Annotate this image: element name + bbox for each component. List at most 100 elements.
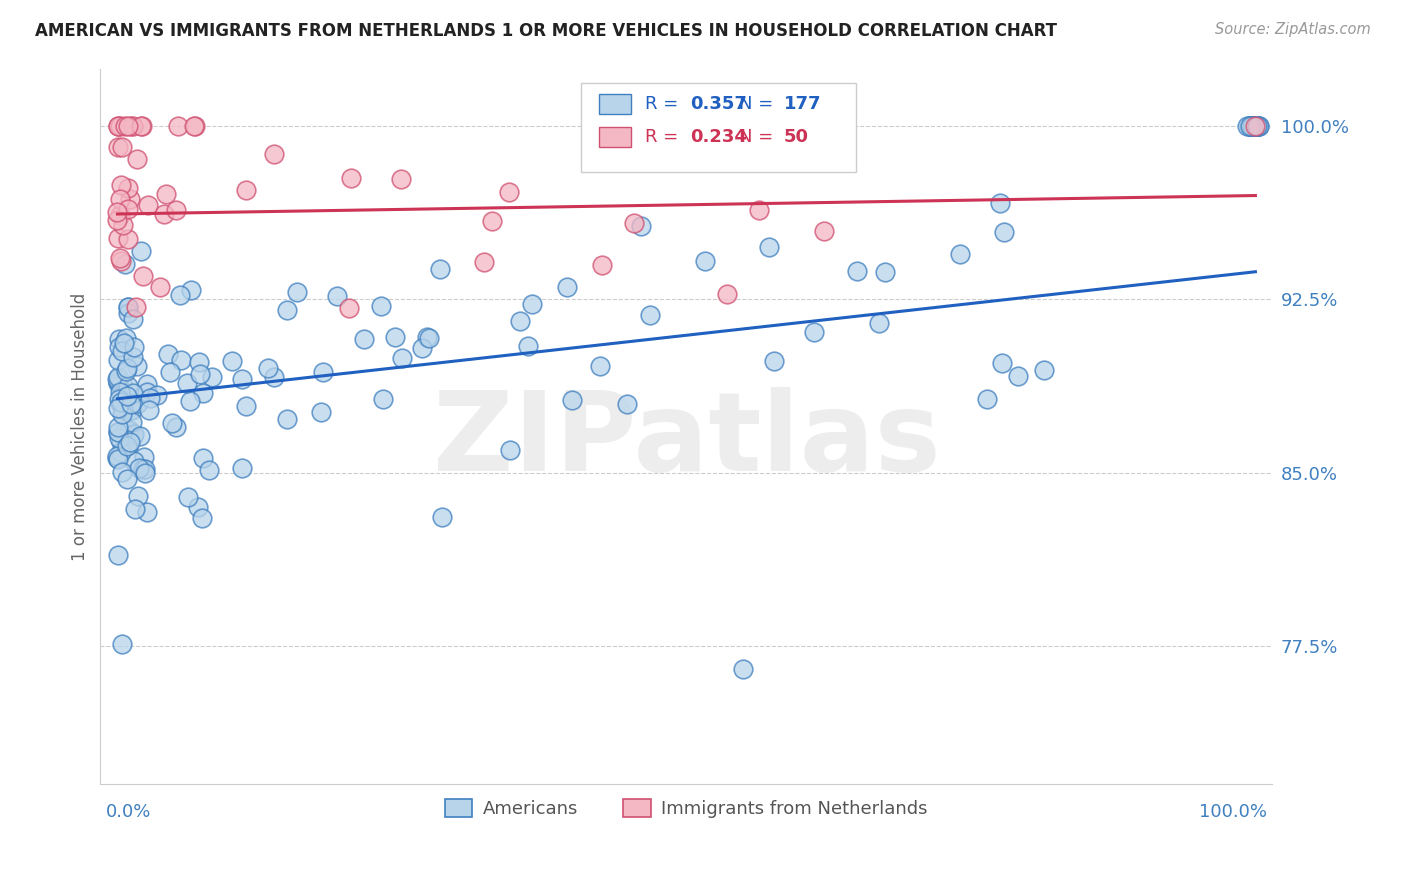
- Point: [1236, 120, 1258, 134]
- Point: [1033, 363, 1056, 377]
- Point: [1243, 120, 1265, 134]
- Point: [121, 311, 143, 326]
- Point: [122, 454, 145, 468]
- Point: [107, 370, 129, 384]
- Point: [231, 461, 253, 475]
- Point: [159, 366, 181, 380]
- Point: [107, 392, 129, 407]
- Point: [733, 662, 755, 676]
- Point: [638, 308, 661, 322]
- Point: [117, 379, 139, 393]
- Point: [110, 385, 132, 400]
- Point: [276, 412, 298, 426]
- Point: [520, 296, 543, 310]
- Point: [111, 401, 134, 416]
- Point: [630, 219, 652, 233]
- Point: [1237, 120, 1260, 134]
- Point: [118, 436, 141, 450]
- Point: [1246, 120, 1268, 134]
- Point: [107, 120, 129, 134]
- Point: [165, 420, 187, 434]
- Point: [429, 261, 451, 276]
- Point: [415, 330, 437, 344]
- Point: [263, 370, 285, 384]
- Point: [131, 244, 153, 258]
- Point: [117, 300, 139, 314]
- Point: [114, 120, 136, 134]
- FancyBboxPatch shape: [581, 83, 856, 172]
- Point: [187, 500, 209, 514]
- Point: [124, 341, 146, 355]
- Point: [1240, 120, 1263, 134]
- Point: [129, 120, 152, 134]
- Point: [1244, 120, 1267, 134]
- Point: [1244, 120, 1267, 134]
- Text: N =: N =: [740, 128, 779, 146]
- Point: [1240, 120, 1263, 134]
- Point: [107, 450, 129, 465]
- Point: [117, 181, 139, 195]
- Text: 0.234: 0.234: [690, 128, 747, 146]
- Point: [509, 314, 531, 328]
- Point: [976, 392, 998, 406]
- Point: [326, 289, 349, 303]
- Point: [111, 407, 134, 421]
- Point: [1239, 120, 1261, 134]
- Point: [1243, 120, 1265, 134]
- Point: [188, 367, 211, 381]
- Point: [115, 439, 138, 453]
- Point: [411, 341, 433, 355]
- Point: [111, 344, 134, 359]
- Point: [1244, 120, 1267, 134]
- Point: [803, 325, 825, 339]
- Point: [846, 264, 869, 278]
- FancyBboxPatch shape: [599, 128, 631, 147]
- Point: [1243, 120, 1265, 134]
- Point: [111, 139, 134, 153]
- Point: [1240, 120, 1263, 134]
- Point: [125, 300, 148, 314]
- Point: [155, 186, 177, 201]
- Point: [1246, 120, 1268, 134]
- Point: [108, 432, 131, 446]
- Point: [138, 402, 160, 417]
- Point: [276, 303, 298, 318]
- Point: [561, 392, 583, 407]
- Point: [111, 218, 134, 232]
- Point: [589, 359, 612, 373]
- Point: [169, 352, 191, 367]
- Point: [1241, 120, 1264, 134]
- Point: [117, 472, 139, 486]
- Point: [120, 120, 142, 134]
- Point: [221, 354, 243, 368]
- Point: [339, 301, 361, 316]
- Point: [763, 354, 786, 368]
- Point: [121, 403, 143, 417]
- Point: [169, 287, 191, 301]
- Point: [1240, 120, 1263, 134]
- Point: [107, 420, 129, 434]
- Point: [107, 140, 129, 154]
- Point: [1241, 120, 1264, 134]
- Point: [180, 283, 202, 297]
- Point: [311, 365, 333, 379]
- Point: [139, 391, 162, 405]
- Point: [177, 490, 200, 504]
- Point: [108, 208, 131, 222]
- Point: [183, 120, 205, 134]
- Point: [695, 131, 717, 145]
- Point: [166, 120, 188, 134]
- Point: [339, 171, 361, 186]
- Point: [131, 120, 153, 134]
- Point: [107, 425, 129, 439]
- Point: [1247, 120, 1270, 134]
- Point: [623, 216, 645, 230]
- Point: [112, 336, 135, 351]
- Point: [1007, 368, 1029, 383]
- Point: [263, 146, 285, 161]
- Point: [693, 254, 716, 268]
- Point: [117, 120, 139, 134]
- Text: N =: N =: [740, 95, 779, 112]
- Point: [353, 332, 375, 346]
- Point: [201, 370, 224, 384]
